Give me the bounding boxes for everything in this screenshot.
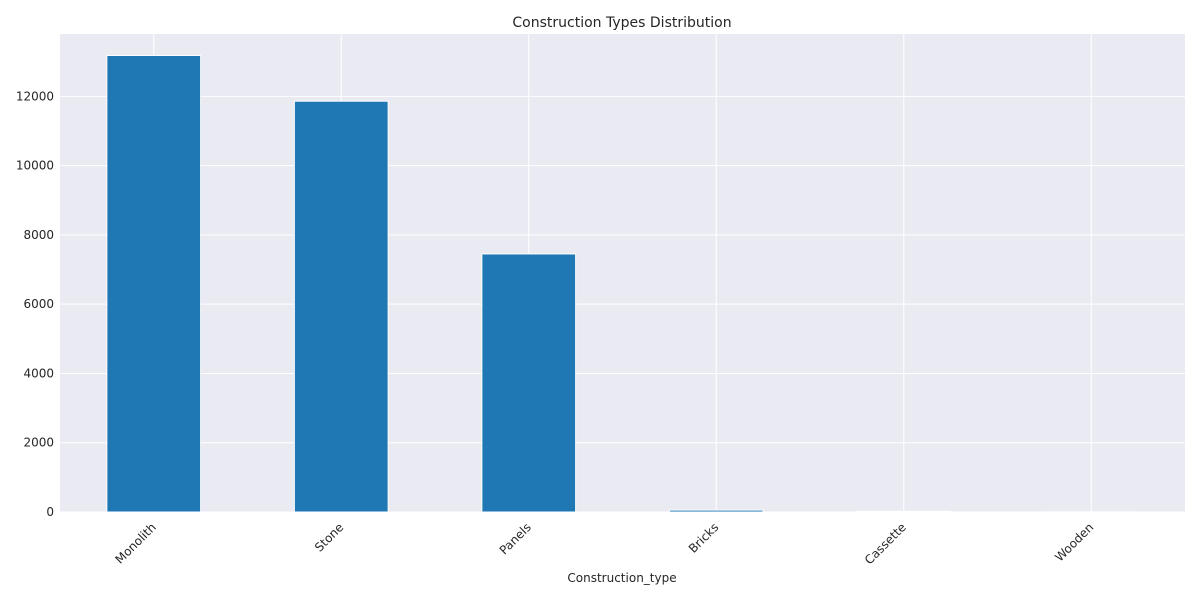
chart-title: Construction Types Distribution <box>512 15 731 31</box>
y-tick-label: 8000 <box>23 228 54 242</box>
x-axis-ticks: Monolith Stone Panels Bricks Cassette Wooden <box>112 520 1096 567</box>
bar-stone <box>293 100 389 513</box>
y-tick-label: 10000 <box>16 159 54 173</box>
plot-area <box>60 34 1185 512</box>
y-tick-label: 0 <box>46 505 54 519</box>
y-tick-label: 4000 <box>23 366 54 380</box>
bar-monolith <box>106 54 202 513</box>
grid-lines <box>60 34 1185 513</box>
x-tick-label: Bricks <box>686 520 722 556</box>
x-axis-label: Construction_type <box>567 571 676 585</box>
bar-panels <box>481 253 577 513</box>
y-tick-label: 6000 <box>23 297 54 311</box>
x-tick-label: Stone <box>312 520 346 554</box>
x-tick-label: Monolith <box>112 520 158 566</box>
bar-bricks <box>668 509 764 513</box>
x-tick-label: Cassette <box>862 520 909 567</box>
y-tick-label: 12000 <box>16 89 54 103</box>
y-tick-label: 2000 <box>23 436 54 450</box>
x-tick-label: Panels <box>497 520 534 557</box>
bar-cassette <box>856 510 952 513</box>
x-tick-label: Wooden <box>1052 520 1096 564</box>
bars <box>106 54 1139 513</box>
y-axis-ticks: 0 2000 4000 6000 8000 10000 12000 <box>16 89 54 519</box>
